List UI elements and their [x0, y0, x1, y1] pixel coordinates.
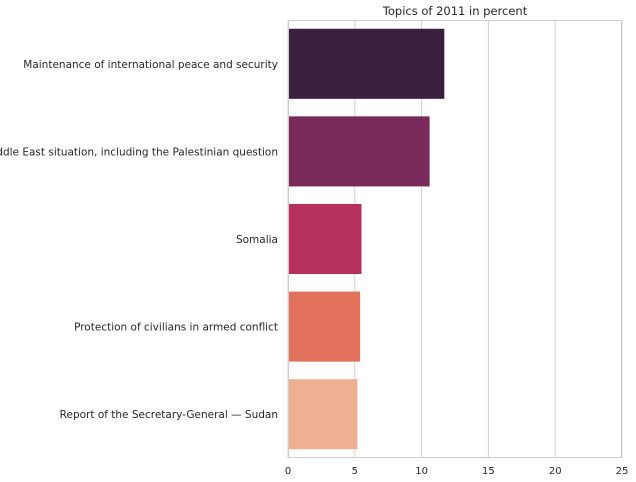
- category-label: Maintenance of international peace and s…: [23, 59, 278, 71]
- x-axis-tick-labels: 0 5 10 15 20 25: [285, 466, 629, 477]
- x-tick-label: 0: [285, 466, 291, 477]
- chart-title: Topics of 2011 in percent: [382, 4, 528, 18]
- category-labels: Maintenance of international peace and s…: [0, 59, 278, 421]
- bar: [288, 203, 362, 275]
- x-tick-label: 15: [482, 466, 495, 477]
- bar: [288, 291, 361, 362]
- x-tick-label: 20: [549, 466, 562, 477]
- bar: [288, 379, 358, 450]
- category-label: Report of the Secretary-General — Sudan: [60, 409, 278, 421]
- x-tick-label: 25: [616, 466, 629, 477]
- bar: [288, 28, 445, 99]
- category-label: Middle East situation, including the Pal…: [0, 146, 278, 158]
- category-label: Protection of civilians in armed conflic…: [74, 322, 278, 334]
- x-tick-label: 10: [415, 466, 428, 477]
- x-tick-label: 5: [352, 466, 358, 477]
- category-label: Somalia: [236, 234, 278, 246]
- bar: [288, 116, 430, 187]
- bars: [288, 28, 445, 450]
- plot-frame: [288, 20, 622, 458]
